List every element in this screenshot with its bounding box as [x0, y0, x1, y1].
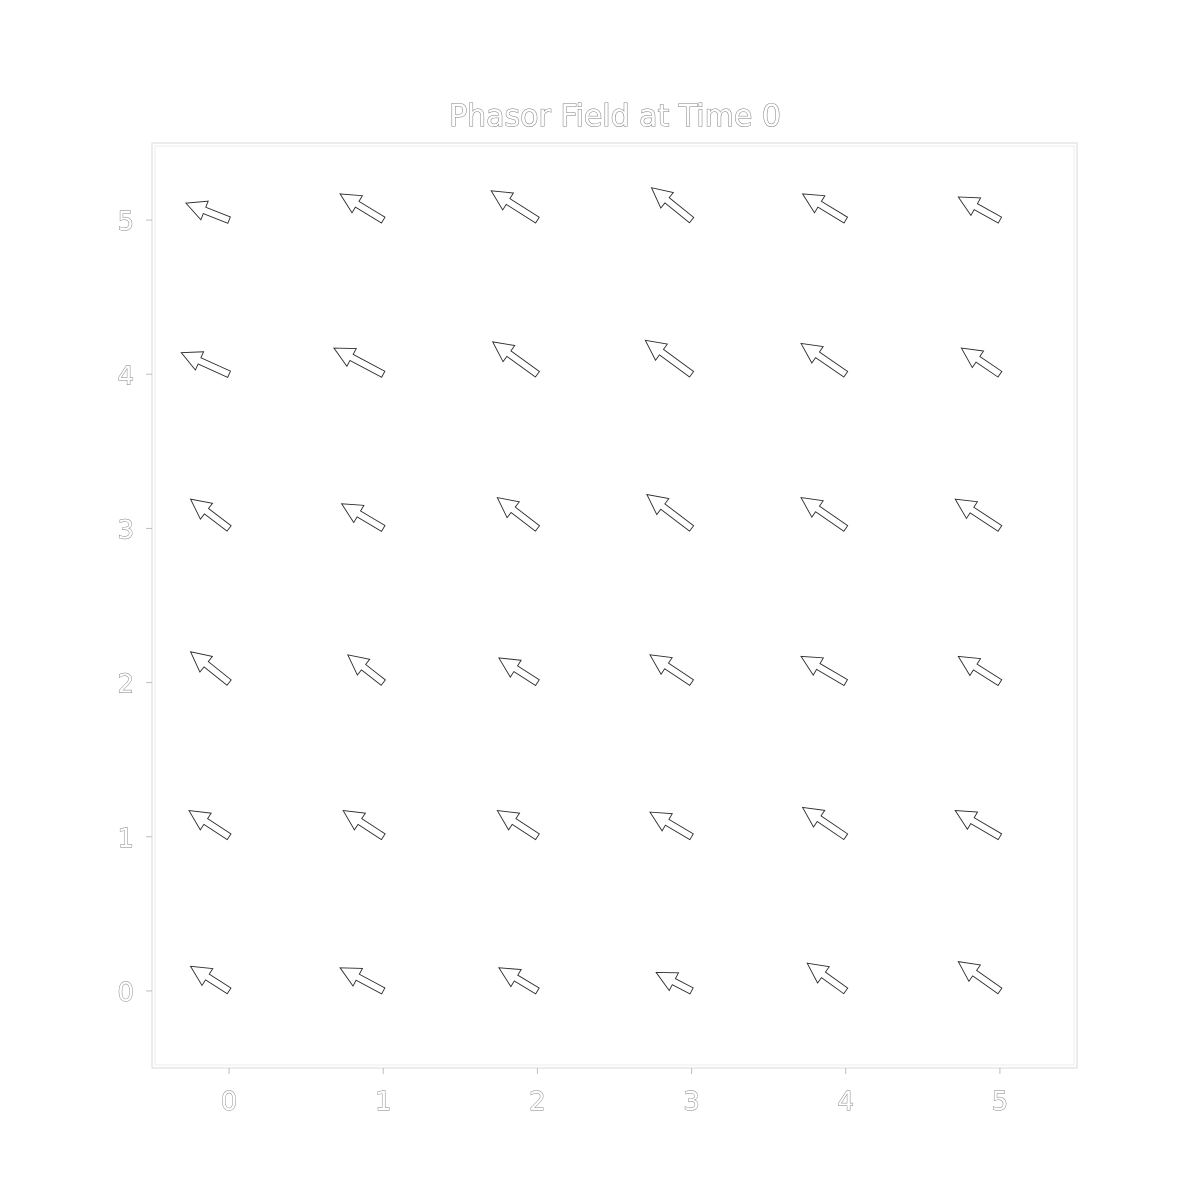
phasor-arrow — [957, 196, 1003, 224]
phasor-arrow — [801, 806, 849, 841]
y-tick-label: 1 — [117, 824, 134, 854]
phasor-arrow — [650, 187, 695, 224]
phasor-arrow — [339, 967, 386, 995]
plot-frame — [151, 142, 1078, 1069]
phasor-arrow — [954, 498, 1003, 532]
plot-frame-inner — [154, 145, 1075, 1066]
x-tick-label: 0 — [221, 1087, 238, 1117]
phasor-arrow — [346, 654, 386, 686]
x-tick-label: 3 — [683, 1087, 700, 1117]
x-tick-label: 2 — [529, 1087, 546, 1117]
phasor-arrow — [646, 493, 695, 532]
phasor-arrow — [189, 651, 232, 686]
phasor-arrow — [655, 971, 694, 995]
phasor-arrow — [954, 810, 1003, 841]
vector-field — [180, 187, 1003, 995]
phasor-arrow — [189, 498, 232, 532]
phasor-arrow — [496, 496, 541, 532]
phasor-arrow — [491, 341, 541, 378]
phasor-arrow — [340, 503, 386, 532]
phasor-arrow — [184, 200, 231, 224]
y-axis: 0 1 2 3 4 5 — [117, 207, 152, 1008]
y-tick-label: 0 — [117, 978, 134, 1008]
phasor-arrow — [498, 657, 540, 687]
y-tick-label: 5 — [117, 207, 134, 237]
phasor-arrow — [188, 809, 232, 841]
phasor-arrow — [800, 342, 849, 378]
phasor-arrow — [649, 811, 694, 841]
phasor-arrow — [957, 655, 1003, 687]
x-tick-label: 5 — [992, 1087, 1009, 1117]
phasor-arrow — [342, 809, 386, 841]
phasor-arrow — [496, 809, 540, 841]
phasor-arrow — [333, 347, 386, 378]
phasor-arrow — [960, 347, 1003, 378]
phasor-arrow — [189, 965, 232, 995]
y-tick-label: 2 — [117, 670, 134, 700]
phasor-arrow — [498, 967, 540, 995]
x-axis: 0 1 2 3 4 5 — [220, 1068, 1009, 1117]
x-tick-label: 4 — [837, 1087, 854, 1117]
phasor-arrow — [180, 351, 232, 378]
phasor-arrow — [490, 190, 540, 224]
phasor-arrow — [800, 497, 849, 532]
y-tick-label: 4 — [117, 361, 134, 391]
phasor-arrow — [801, 193, 849, 224]
chart-title: Phasor Field at Time 0 — [449, 99, 781, 134]
phasor-arrow — [339, 193, 386, 224]
phasor-arrow — [800, 655, 849, 687]
phasor-arrow — [649, 654, 695, 687]
phasor-arrow — [806, 962, 849, 995]
phasor-arrow — [957, 961, 1003, 995]
x-tick-label: 1 — [375, 1087, 392, 1117]
y-tick-label: 3 — [117, 515, 134, 545]
phasor-arrow — [644, 339, 695, 378]
